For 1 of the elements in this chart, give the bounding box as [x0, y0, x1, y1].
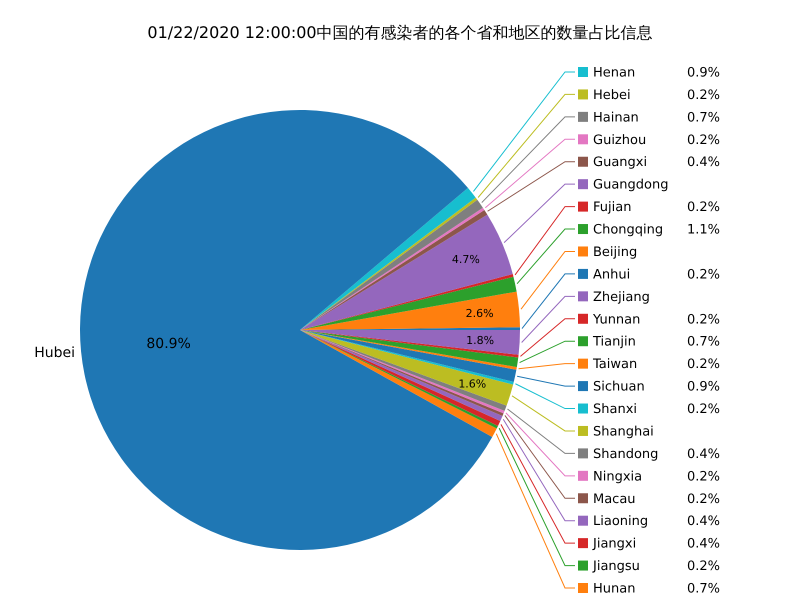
title: 01/22/2020 12:00:00中国的有感染者的各个省和地区的数量占比信息 — [147, 23, 653, 42]
